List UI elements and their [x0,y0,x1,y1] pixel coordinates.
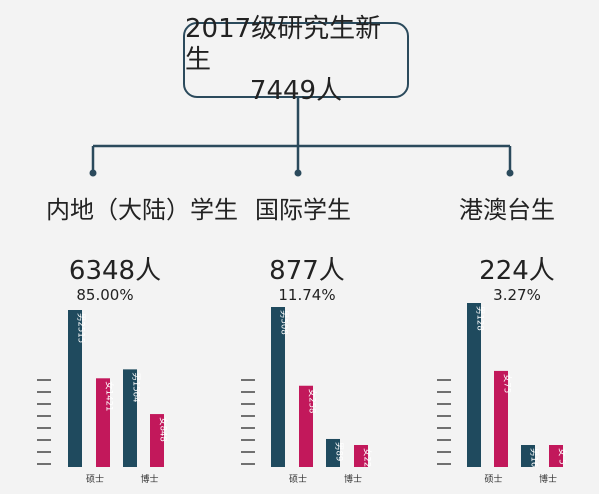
bar-label: 女22 [362,448,373,467]
bar-label: 男128 [475,306,485,331]
chart-group-1: 男508 女258 男89 女22 硕士 博士 [241,307,373,485]
bar-female [354,445,368,467]
percent-mainland: 85.00% [76,286,134,304]
dots [89,169,514,177]
bar-female [494,370,508,467]
bar-male [271,307,285,467]
root-total: 7449人 [249,75,343,106]
category-label: 硕士 [484,473,502,485]
bar-male [123,369,137,467]
dot-right [506,169,514,177]
bar-label: 男1564 [131,372,141,402]
bar-label: 男89 [334,442,344,461]
bar-male [467,303,481,467]
category-label: 博士 [539,473,557,485]
bar-female [150,414,164,467]
bar-female [96,378,110,467]
group-label-hmt: 港澳台生 [459,196,555,224]
chart-group-2: 男128 女75 男16 女 5 硕士 博士 [437,303,568,485]
category-label: 硕士 [86,473,104,485]
group-label-mainland: 内地（大陆）学生 [46,196,238,224]
bar-female [299,385,313,467]
bar-male [68,310,82,467]
total-mainland: 6348人 [68,256,162,286]
bar-label: 女75 [502,374,513,393]
category-label: 博士 [344,473,362,485]
bar-label: 男508 [279,310,289,335]
category-label: 硕士 [289,473,307,485]
dot-left [89,169,97,177]
connector-lines [91,98,512,172]
bar-male [521,445,535,467]
bar-label: 男2515 [76,313,86,343]
root-box: 2017级研究生新生 7449人 [183,14,409,106]
percent-international: 11.74% [278,286,336,304]
bar-label: 男16 [529,448,539,467]
bar-label: 女 5 [557,448,568,465]
percent-hmt: 3.27% [493,286,541,304]
root-title: 2017级研究生新生 [185,13,382,75]
group-label-international: 国际学生 [255,196,351,224]
chart-group-0: 男2515 女1421 男1564 女848 硕士 博士 [37,310,169,485]
dot-middle [294,169,302,177]
bar-label: 女1421 [104,381,115,411]
bar-female [549,445,563,467]
category-label: 博士 [140,473,158,485]
total-international: 877人 [269,256,345,286]
total-hmt: 224人 [479,256,555,286]
bar-label: 女848 [158,417,169,442]
bar-label: 女258 [307,389,318,414]
bar-male [326,438,340,467]
